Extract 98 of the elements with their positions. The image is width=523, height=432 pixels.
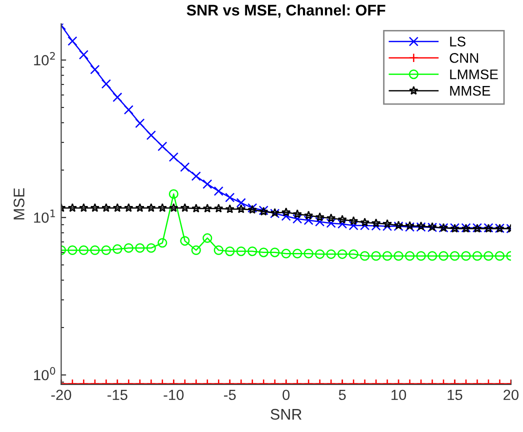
point	[326, 249, 336, 259]
point	[102, 203, 111, 212]
point	[124, 105, 134, 115]
point	[158, 238, 168, 248]
point	[236, 246, 246, 256]
point	[225, 246, 235, 256]
point	[338, 249, 348, 259]
chart-title: SNR vs MSE, Channel: OFF	[186, 4, 386, 18]
point	[158, 142, 168, 152]
point	[191, 171, 201, 181]
point	[494, 251, 505, 261]
point	[191, 245, 201, 255]
point	[416, 251, 426, 261]
point	[225, 192, 235, 202]
point	[112, 92, 122, 102]
point	[248, 246, 258, 256]
point	[427, 251, 438, 261]
point	[371, 251, 381, 261]
point	[101, 245, 111, 255]
point	[472, 251, 482, 261]
point	[270, 248, 280, 258]
point	[192, 204, 201, 213]
point	[124, 243, 134, 253]
point	[68, 203, 78, 212]
point	[225, 204, 234, 214]
y-tick-label: 10$^{1}$	[34, 210, 55, 223]
point	[90, 203, 100, 212]
point	[281, 248, 291, 258]
point	[202, 179, 212, 189]
point	[180, 236, 190, 246]
legend-label: MMSE	[450, 86, 490, 96]
point	[404, 251, 415, 261]
point	[68, 245, 78, 255]
x-tick-label: -15	[108, 390, 128, 400]
point	[461, 251, 471, 261]
point	[214, 204, 224, 213]
x-tick-label: 10	[392, 390, 406, 400]
point	[292, 209, 302, 218]
x-tick-label: -20	[51, 390, 72, 400]
point	[338, 214, 347, 224]
point	[135, 118, 145, 128]
legend-label: CNN	[450, 53, 478, 63]
point	[112, 203, 122, 212]
x-tick-label: 5	[338, 390, 346, 400]
point	[360, 251, 370, 261]
point	[112, 244, 122, 254]
point	[146, 203, 156, 212]
point	[180, 162, 190, 172]
point	[101, 79, 111, 89]
x-axis-title: SNR	[270, 408, 302, 420]
y-axis-title: MSE	[14, 188, 24, 220]
point	[236, 204, 246, 214]
point	[158, 203, 167, 212]
point	[202, 204, 212, 213]
x-tick-label: 0	[282, 390, 290, 400]
point	[202, 233, 212, 243]
x-tick-label: -5	[224, 390, 236, 400]
point	[484, 251, 494, 261]
point	[281, 207, 291, 216]
point	[304, 210, 314, 220]
point	[146, 243, 156, 253]
point	[360, 218, 370, 226]
x-tick-label: -10	[164, 390, 184, 400]
legend-label: LS	[450, 36, 466, 46]
point	[281, 211, 291, 221]
point	[348, 249, 358, 259]
point	[326, 213, 336, 222]
point	[236, 198, 246, 208]
point	[168, 152, 178, 162]
point	[382, 251, 392, 261]
point	[382, 219, 392, 228]
y-tick-label: 10$^{0}$	[34, 366, 56, 380]
point	[169, 203, 178, 212]
x-tick-label: 20	[504, 390, 519, 400]
point	[258, 248, 268, 258]
point	[214, 186, 224, 196]
point	[292, 248, 302, 258]
point	[135, 203, 144, 212]
point	[180, 203, 190, 212]
point	[79, 203, 88, 212]
point	[168, 189, 178, 199]
y-tick-label: 10$^{2}$	[34, 52, 55, 66]
point	[90, 245, 100, 255]
point	[450, 251, 460, 261]
x-tick-label: 15	[448, 390, 462, 400]
point	[394, 251, 404, 261]
point	[135, 243, 145, 253]
point	[348, 216, 358, 226]
point	[438, 251, 448, 261]
point	[371, 218, 381, 228]
point	[146, 130, 156, 140]
point	[315, 249, 325, 259]
point	[304, 248, 314, 258]
point	[315, 212, 324, 222]
point	[214, 245, 224, 255]
legend-label: LMMSE	[450, 69, 498, 80]
point	[78, 245, 88, 255]
point	[124, 203, 134, 212]
